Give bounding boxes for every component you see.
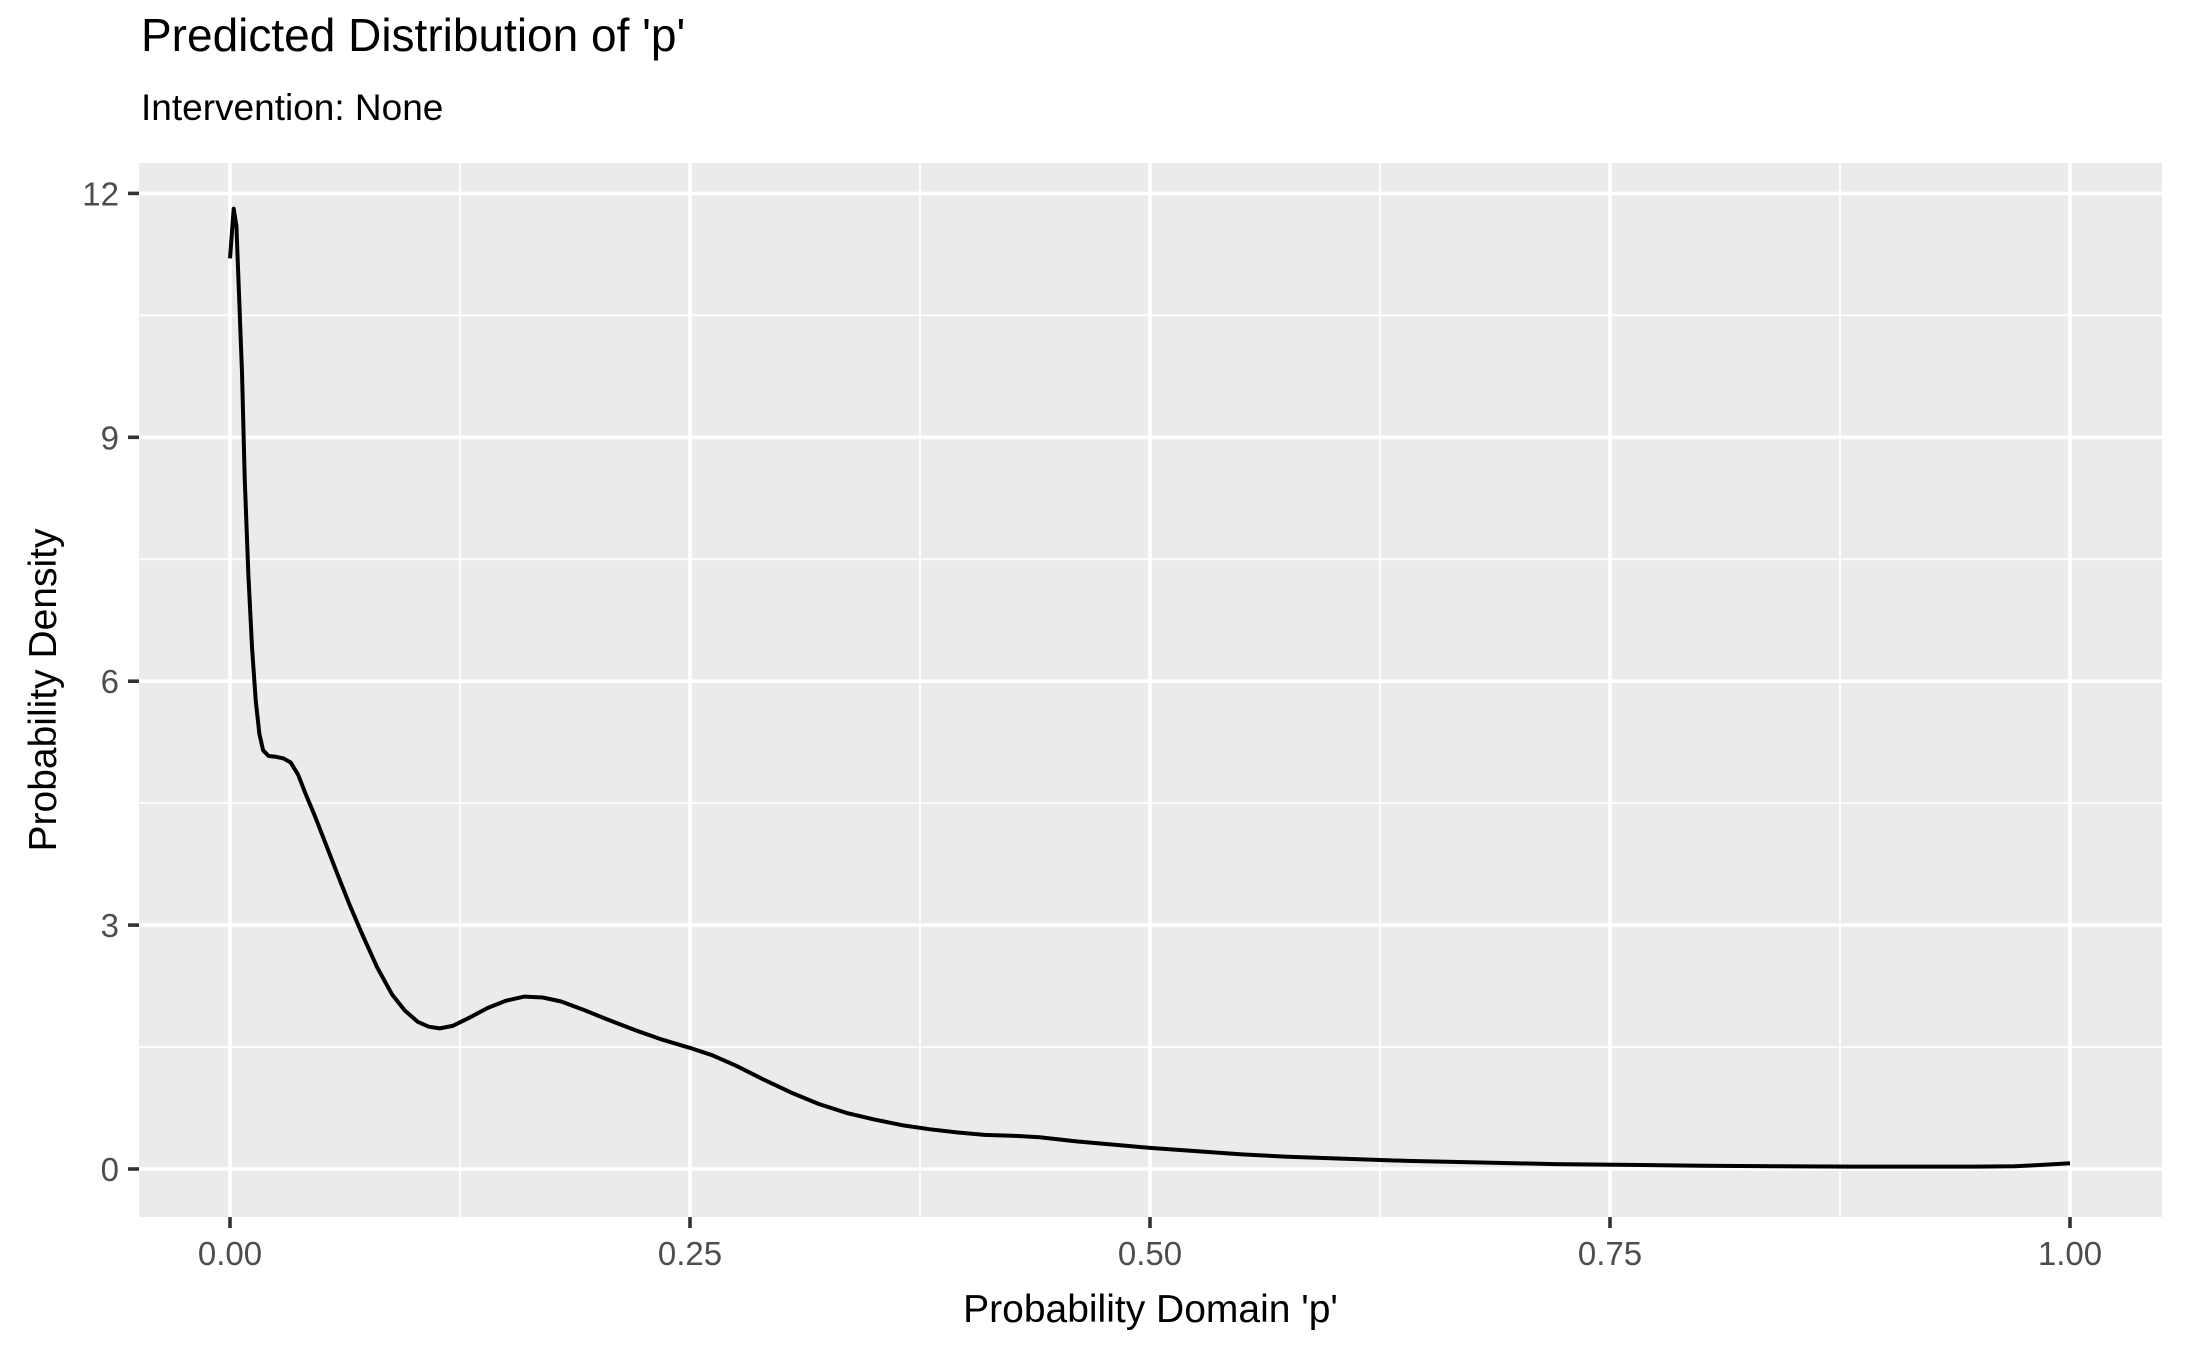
y-tick-label: 9 (101, 419, 119, 456)
x-axis-title: Probability Domain 'p' (963, 1288, 1338, 1331)
y-tick-label: 0 (101, 1151, 119, 1188)
x-tick-label: 1.00 (2038, 1235, 2102, 1272)
density-curve (228, 206, 2071, 1169)
x-tick-label: 0.00 (198, 1235, 262, 1272)
y-tick-label: 12 (82, 175, 119, 212)
x-tick-label: 0.75 (1578, 1235, 1642, 1272)
axis-tick-marks (128, 191, 2072, 1228)
x-tick-label: 0.50 (1118, 1235, 1182, 1272)
major-gridlines (139, 163, 2162, 1217)
density-curve-group (228, 206, 2071, 1169)
plot-title: Predicted Distribution of 'p' (141, 9, 686, 61)
axis-tick-labels: 0.00 0.25 0.50 0.75 1.00 0 3 6 9 12 (82, 175, 2102, 1272)
y-tick-label: 6 (101, 663, 119, 700)
x-tick-label: 0.25 (658, 1235, 722, 1272)
plot-subtitle: Intervention: None (141, 87, 444, 128)
y-tick-label: 3 (101, 907, 119, 944)
